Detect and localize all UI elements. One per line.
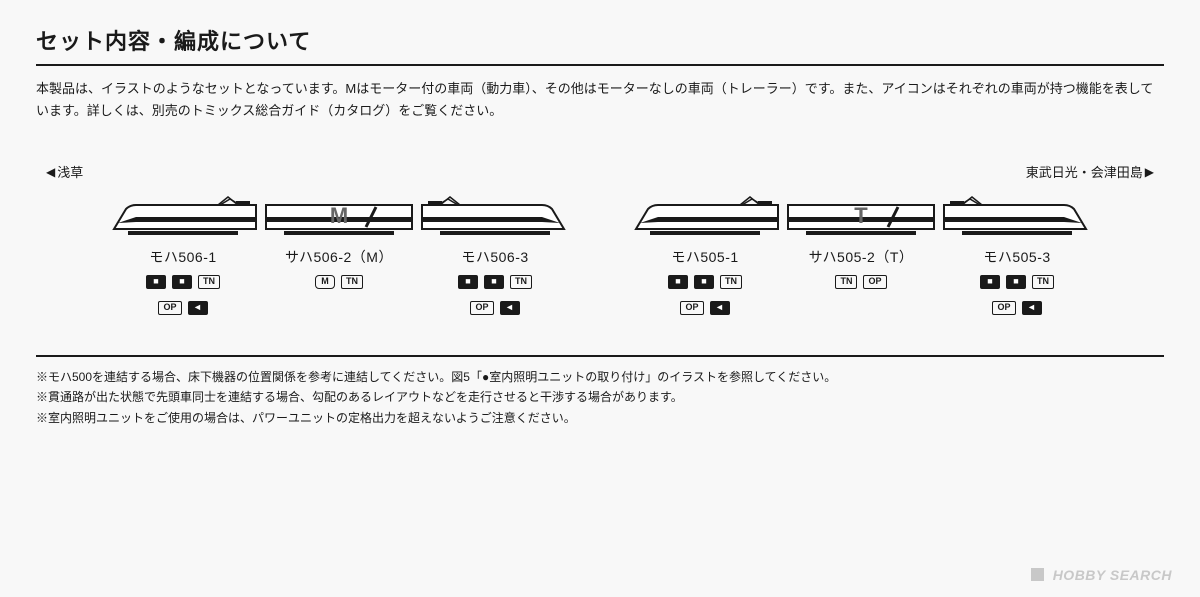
car-label: モハ506-1 bbox=[149, 247, 216, 267]
direction-left-label: 浅草 bbox=[57, 162, 83, 181]
train-car-icon bbox=[108, 191, 258, 239]
title-underline bbox=[36, 64, 1164, 66]
feature-tn-icon: TN bbox=[198, 275, 220, 289]
feature-tn-icon: TN bbox=[835, 275, 857, 289]
feature-lt-icon: ◄ bbox=[188, 301, 208, 315]
feature-cpl-icon: ■ bbox=[1006, 275, 1026, 289]
car-column: M サハ506-2（M） M TN bbox=[264, 191, 414, 315]
train-car-icon bbox=[630, 191, 780, 239]
svg-text:M: M bbox=[330, 203, 348, 228]
direction-right: 東武日光・会津田島 ▶ bbox=[1026, 162, 1154, 181]
car-label: モハ506-3 bbox=[461, 247, 528, 267]
feature-op-icon: OP bbox=[992, 301, 1015, 315]
feature-op-icon: OP bbox=[158, 301, 181, 315]
feature-cpl-icon: ■ bbox=[146, 275, 166, 289]
feature-cpl-icon: ■ bbox=[458, 275, 478, 289]
notes-divider bbox=[36, 355, 1164, 357]
car-column: モハ505-1 ■ ■ TN OP ◄ bbox=[630, 191, 780, 315]
feature-op-icon: OP bbox=[680, 301, 703, 315]
feature-tn-icon: TN bbox=[341, 275, 363, 289]
feature-icon-row: M TN bbox=[315, 275, 363, 289]
train-car-icon bbox=[942, 191, 1092, 239]
feature-cpl-icon: ■ bbox=[484, 275, 504, 289]
direction-left: ◀ 浅草 bbox=[46, 162, 83, 181]
car-label: サハ506-2（M） bbox=[285, 247, 393, 267]
feature-cpl-icon: ■ bbox=[980, 275, 1000, 289]
note-line: ※モハ500を連結する場合、床下機器の位置関係を参考に連結してください。図5「●… bbox=[36, 367, 1164, 387]
feature-op-icon: OP bbox=[863, 275, 886, 289]
feature-mot-icon: M bbox=[315, 275, 335, 289]
direction-row: ◀ 浅草 東武日光・会津田島 ▶ bbox=[36, 162, 1164, 181]
feature-cpl-icon: ■ bbox=[668, 275, 688, 289]
note-line: ※貫通路が出た状態で先頭車同士を連結する場合、勾配のあるレイアウトなどを走行させ… bbox=[36, 387, 1164, 407]
car-label: サハ505-2（T） bbox=[809, 247, 914, 267]
feature-lt-icon: ◄ bbox=[710, 301, 730, 315]
feature-lt-icon: ◄ bbox=[1022, 301, 1042, 315]
car-column: T サハ505-2（T） TN OP bbox=[786, 191, 936, 315]
intro-text: 本製品は、イラストのようなセットとなっています。Mはモーター付の車両（動力車）、… bbox=[36, 78, 1164, 122]
feature-cpl-icon: ■ bbox=[694, 275, 714, 289]
watermark-text: HOBBY SEARCH bbox=[1053, 567, 1172, 583]
feature-icon-row: TN OP bbox=[835, 275, 886, 289]
car-column: モハ506-3 ■ ■ TN OP ◄ bbox=[420, 191, 570, 315]
car-column: モハ506-1 ■ ■ TN OP ◄ bbox=[108, 191, 258, 315]
feature-icon-row: ■ ■ TN OP ◄ bbox=[949, 275, 1084, 315]
arrow-right-icon: ▶ bbox=[1145, 165, 1154, 179]
feature-tn-icon: TN bbox=[720, 275, 742, 289]
train-unit: モハ506-1■■TNOP◄ M サハ506-2（M）MTN モハ506-3■■… bbox=[108, 191, 570, 315]
car-column: モハ505-3 ■ ■ TN OP ◄ bbox=[942, 191, 1092, 315]
notes-section: ※モハ500を連結する場合、床下機器の位置関係を参考に連結してください。図5「●… bbox=[36, 367, 1164, 428]
feature-icon-row: ■ ■ TN OP ◄ bbox=[637, 275, 772, 315]
feature-icon-row: ■ ■ TN OP ◄ bbox=[115, 275, 250, 315]
feature-tn-icon: TN bbox=[510, 275, 532, 289]
train-car-icon bbox=[420, 191, 570, 239]
direction-right-label: 東武日光・会津田島 bbox=[1026, 162, 1143, 181]
feature-lt-icon: ◄ bbox=[500, 301, 520, 315]
car-label: モハ505-3 bbox=[983, 247, 1050, 267]
feature-op-icon: OP bbox=[470, 301, 493, 315]
watermark-logo-icon bbox=[1031, 568, 1044, 581]
train-consist: モハ506-1■■TNOP◄ M サハ506-2（M）MTN モハ506-3■■… bbox=[36, 191, 1164, 315]
train-car-icon: M bbox=[264, 191, 414, 239]
svg-text:T: T bbox=[854, 203, 868, 228]
train-unit: モハ505-1 ■ ■ TN OP ◄ T サハ505-2（T） TN OP モハ505-3 ■… bbox=[630, 191, 1092, 315]
arrow-left-icon: ◀ bbox=[46, 165, 55, 179]
note-line: ※室内照明ユニットをご使用の場合は、パワーユニットの定格出力を超えないようご注意… bbox=[36, 408, 1164, 428]
car-label: モハ505-1 bbox=[671, 247, 738, 267]
page-title: セット内容・編成について bbox=[36, 24, 1164, 56]
feature-tn-icon: TN bbox=[1032, 275, 1054, 289]
watermark: HOBBY SEARCH bbox=[1031, 567, 1172, 583]
train-car-icon: T bbox=[786, 191, 936, 239]
feature-icon-row: ■ ■ TN OP ◄ bbox=[427, 275, 562, 315]
feature-cpl-icon: ■ bbox=[172, 275, 192, 289]
